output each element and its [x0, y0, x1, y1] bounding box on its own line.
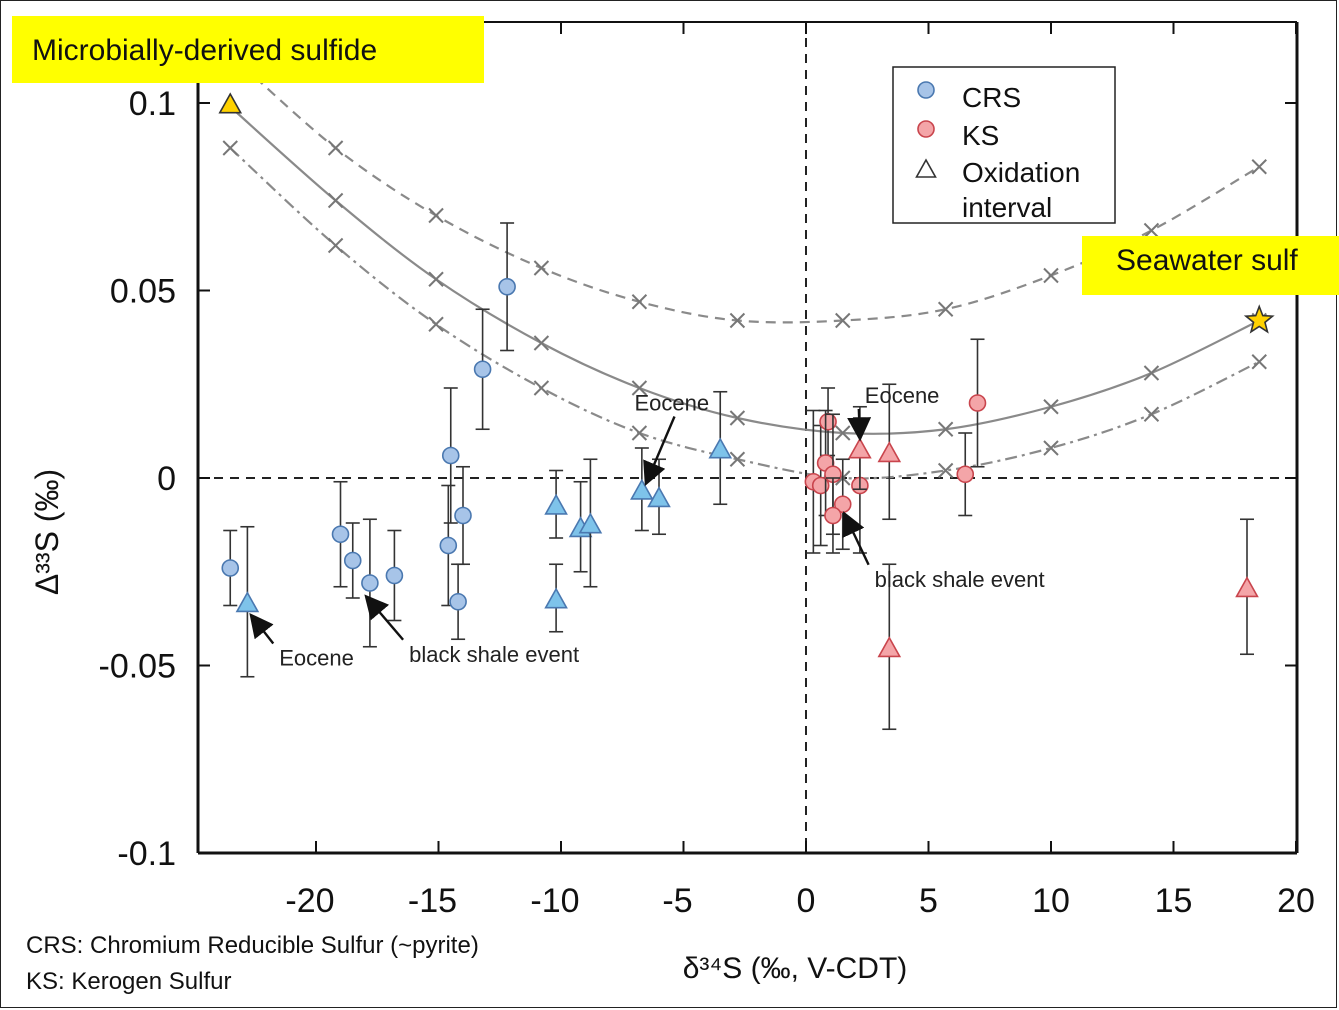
crs-circle-point	[455, 508, 471, 524]
curve-marker	[329, 239, 343, 253]
legend-ks-label: KS	[962, 120, 999, 151]
seawater-endmember-star	[1246, 307, 1273, 332]
curve-marker	[1044, 400, 1058, 414]
crs-circle-point	[499, 279, 515, 295]
crs-circle-point	[386, 568, 402, 584]
curve-marker	[1144, 407, 1158, 421]
legend-crs-label: CRS	[962, 82, 1021, 113]
crs-circle-point	[362, 575, 378, 591]
annotations: Eocene black shale event Eocene Eocene black…	[252, 383, 1044, 671]
curve-marker	[632, 295, 646, 309]
annotation-arrow	[845, 516, 868, 565]
crs-circle-point	[475, 361, 491, 377]
x-tick-label: 20	[1277, 882, 1315, 920]
microbial-endmember-triangle	[220, 94, 241, 113]
curve-marker	[534, 336, 548, 350]
annotation-arrow	[647, 417, 675, 482]
y-tick-label: 0.1	[129, 85, 176, 123]
curve-marker	[1144, 366, 1158, 380]
footnote-crs: CRS: Chromium Reducible Sulfur (~pyrite)	[26, 932, 479, 960]
seawater-sulfate-highlight: Seawater sulf	[1082, 236, 1339, 295]
crs-circle-point	[443, 448, 459, 464]
curve-marker	[429, 317, 443, 331]
crs-circle-point	[345, 553, 361, 569]
curve-marker	[429, 272, 443, 286]
annotation-label: Eocene	[635, 391, 710, 416]
crs-circle-point	[440, 538, 456, 554]
ks-circle-point	[825, 508, 841, 524]
x-tick-label: 15	[1155, 882, 1193, 920]
crs-triangle-point	[237, 593, 258, 612]
reference-lines	[198, 22, 1297, 853]
footnote-ks: KS: Kerogen Sulfur	[26, 968, 231, 996]
y-tick-label: 0	[157, 460, 176, 498]
ks-triangle-point	[849, 439, 870, 458]
legend-oxidation-label-line2: interval	[962, 192, 1052, 223]
axis-labels: δ³⁴S (‰, V-CDT) Δ³³S (‰)	[29, 469, 907, 985]
ks-circle-point	[970, 395, 986, 411]
annotation-label: black shale event	[409, 642, 579, 667]
ks-triangle-point	[1237, 578, 1258, 597]
crs-circle-point	[333, 526, 349, 542]
curve-marker	[632, 426, 646, 440]
ks-triangle-point	[879, 443, 900, 462]
x-tick-label: 0	[797, 882, 816, 920]
x-tick-label: -10	[530, 882, 579, 920]
annotation-arrow	[859, 409, 860, 437]
x-tick-label: 10	[1032, 882, 1070, 920]
annotation-arrow	[367, 598, 403, 640]
crs-circle-point	[222, 560, 238, 576]
curve-marker	[1252, 160, 1266, 174]
x-tick-label: -20	[285, 882, 334, 920]
x-tick-label: -5	[662, 882, 692, 920]
legend-crs-marker	[918, 82, 934, 98]
crs-triangle-point	[631, 480, 652, 499]
curve-marker	[534, 381, 548, 395]
x-axis-label: δ³⁴S (‰, V-CDT)	[683, 952, 908, 985]
x-tick-label: -15	[408, 882, 457, 920]
curve-marker	[1044, 441, 1058, 455]
legend-oxidation-label: Oxidation	[962, 157, 1080, 188]
crs-circle-point	[450, 594, 466, 610]
x-tick-label: 5	[919, 882, 938, 920]
y-tick-label: -0.1	[117, 835, 176, 873]
microbial-sulfide-highlight: Microbially-derived sulfide	[12, 16, 484, 83]
annotation-label: Eocene	[865, 383, 940, 408]
ks-circle-point	[957, 466, 973, 482]
curve-marker	[223, 141, 237, 155]
curve-marker	[534, 261, 548, 275]
crs-triangle-point	[546, 495, 567, 514]
annotation-arrow	[252, 617, 273, 644]
y-tick-label: -0.05	[99, 648, 177, 686]
curve-marker	[1044, 269, 1058, 283]
legend: CRS KS Oxidation interval	[893, 67, 1115, 223]
curve-marker	[329, 194, 343, 208]
legend-ks-marker	[918, 121, 934, 137]
ks-triangle-point	[879, 638, 900, 657]
curve-marker	[329, 141, 343, 155]
y-tick-label: 0.05	[110, 273, 176, 311]
y-axis-label: Δ³³S (‰)	[29, 469, 65, 595]
annotation-label: black shale event	[875, 567, 1045, 592]
curve-marker	[1252, 355, 1266, 369]
crs-triangle-point	[710, 439, 731, 458]
annotation-label: Eocene	[279, 646, 354, 671]
crs-triangle-point	[546, 589, 567, 608]
axes: -20 -15 -10 -5 0 5 10 15 20 -0.1 -0.05 0 0.05 0.1	[99, 22, 1315, 920]
curve-marker	[429, 209, 443, 223]
